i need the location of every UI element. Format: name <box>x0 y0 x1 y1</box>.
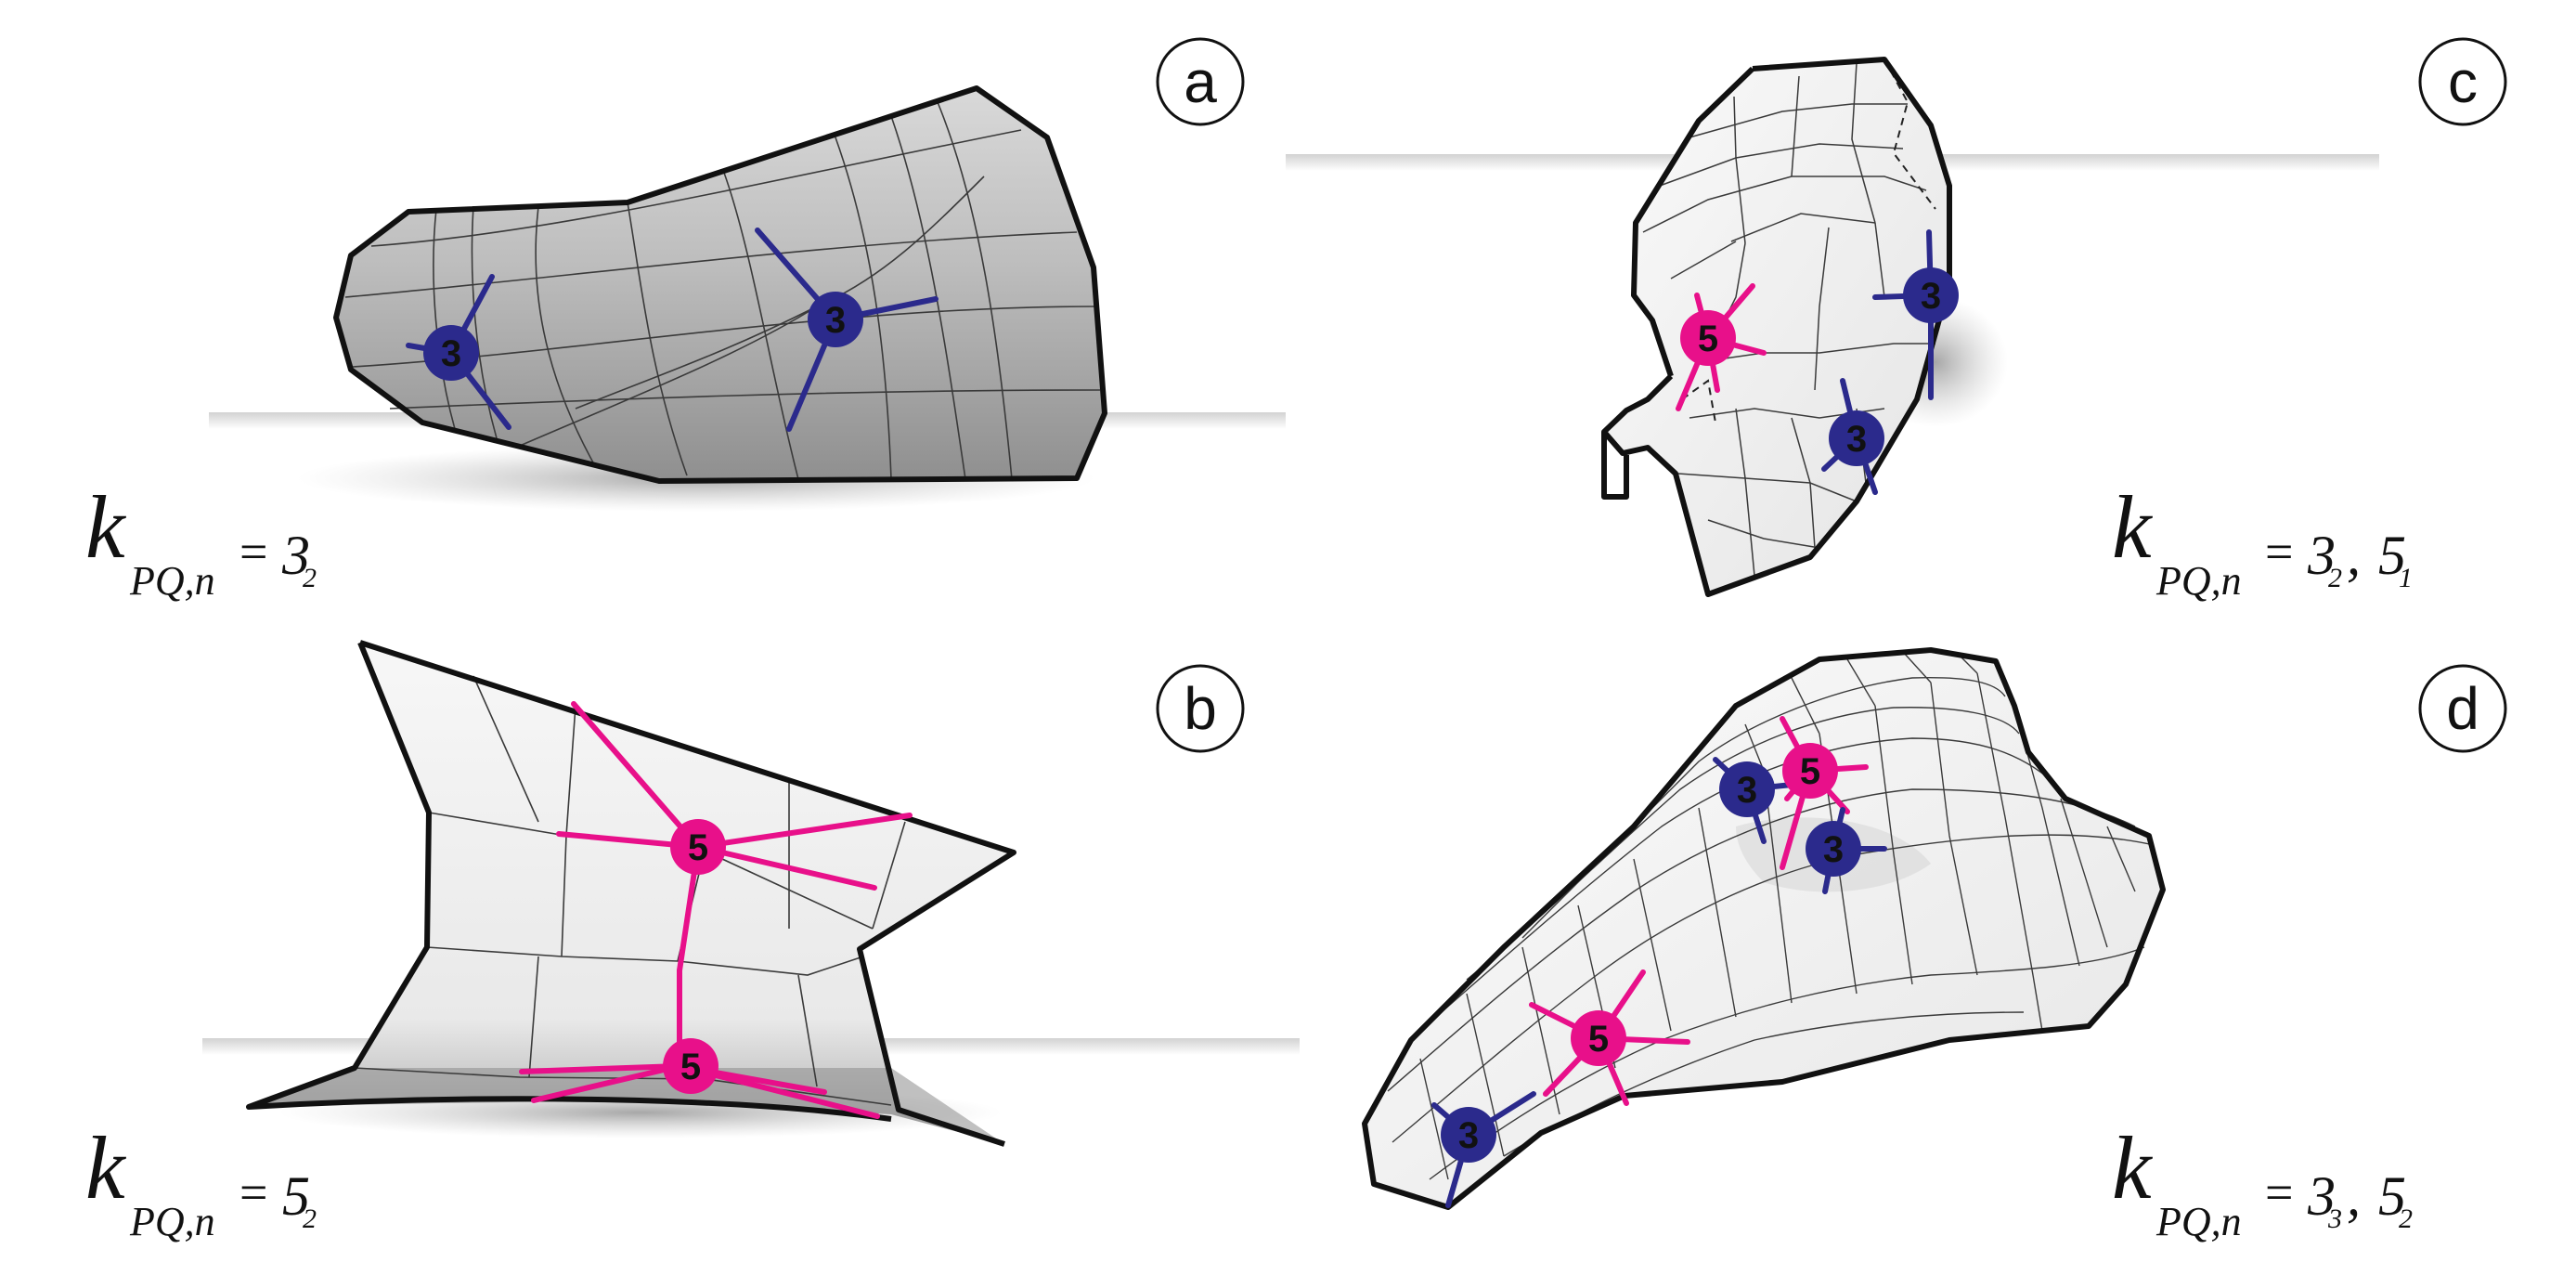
panel-letter-c: c <box>2418 37 2507 126</box>
svg-text:3: 3 <box>2327 1203 2342 1234</box>
svg-text:,: , <box>2347 525 2361 586</box>
svg-text:a: a <box>1184 48 1217 115</box>
svg-text:b: b <box>1184 675 1217 742</box>
mesh-outline <box>333 85 1107 484</box>
node-label: 5 <box>1698 319 1718 359</box>
svg-text:PQ,n: PQ,n <box>129 1199 215 1244</box>
svg-text:PQ,n: PQ,n <box>2155 558 2242 604</box>
node-label: 3 <box>1921 276 1941 317</box>
svg-text:k: k <box>2112 1118 2154 1217</box>
svg-text:k: k <box>85 1118 127 1217</box>
svg-text:2: 2 <box>303 1203 317 1234</box>
valence-3-node: 3 <box>1806 807 1887 894</box>
valence-5-node: 5 <box>1676 283 1767 411</box>
mesh-outline <box>359 640 1016 1147</box>
svg-text:=: = <box>239 1164 267 1220</box>
valence-3-node: 3 <box>1821 378 1884 495</box>
svg-text:5: 5 <box>2378 525 2406 586</box>
valence-5-node: 5 <box>1529 969 1690 1106</box>
panel-d: 3 5 3 <box>1362 647 2507 1244</box>
svg-text:k: k <box>2112 477 2154 577</box>
node-label: 5 <box>680 1047 701 1087</box>
mesh-surface <box>1365 650 2163 1207</box>
svg-text:1: 1 <box>2399 563 2413 593</box>
svg-text:2: 2 <box>2399 1203 2413 1234</box>
svg-text:=: = <box>2265 524 2293 579</box>
node-label: 3 <box>825 300 846 341</box>
panel-b: 5 5 b k PQ,n = 5 2 <box>85 640 1300 1244</box>
valence-3-node: 3 <box>755 228 938 432</box>
formula-d: k PQ,n = 3 3 , 5 2 <box>2112 1118 2413 1244</box>
node-label: 5 <box>1588 1019 1609 1060</box>
svg-text:PQ,n: PQ,n <box>129 558 215 604</box>
svg-text:k: k <box>85 477 127 577</box>
node-label: 5 <box>688 827 708 868</box>
node-label: 3 <box>441 333 461 374</box>
svg-text:=: = <box>239 524 267 579</box>
node-label: 3 <box>1823 829 1844 870</box>
mesh-bottom-shade <box>249 1068 1004 1144</box>
svg-text:2: 2 <box>303 563 317 593</box>
svg-text:3: 3 <box>2307 1165 2336 1227</box>
node-label: 3 <box>1458 1115 1479 1156</box>
hidden-edge <box>1681 59 1936 423</box>
svg-text:=: = <box>2265 1164 2293 1220</box>
mesh-outline <box>1362 647 2166 1210</box>
svg-text:d: d <box>2446 675 2479 742</box>
valence-5-node: 5 <box>1780 716 1869 870</box>
mesh-outline <box>1601 57 1952 597</box>
svg-text:,: , <box>2347 1165 2361 1227</box>
valence-5-node: 5 <box>556 701 913 973</box>
valence-5-node: 5 <box>519 968 880 1119</box>
panel-c: 5 3 3 c k PQ,n = <box>1286 37 2507 604</box>
formula-a: k PQ,n = 3 2 <box>85 477 317 604</box>
mesh-outline <box>1601 432 1629 500</box>
svg-text:c: c <box>2448 48 2478 115</box>
node-label: 5 <box>1800 751 1820 792</box>
valence-3-node: 3 <box>406 274 511 430</box>
formula-c: k PQ,n = 3 2 , 5 1 <box>2112 477 2413 604</box>
panel-a: 3 3 a k PQ,n = 3 2 <box>85 37 1286 604</box>
svg-text:2: 2 <box>2328 563 2342 593</box>
valence-3-node: 3 <box>1431 1091 1536 1208</box>
svg-text:3: 3 <box>281 525 310 586</box>
mesh-surface <box>336 88 1105 481</box>
panel-letter-b: b <box>1156 664 1245 753</box>
valence-3-node: 3 <box>1872 229 1959 400</box>
svg-text:PQ,n: PQ,n <box>2155 1199 2242 1244</box>
mesh-surface <box>249 643 1014 1144</box>
svg-text:3: 3 <box>2307 525 2336 586</box>
svg-text:5: 5 <box>282 1165 310 1227</box>
node-label: 3 <box>1846 419 1867 460</box>
svg-text:5: 5 <box>2378 1165 2406 1227</box>
mesh-outline <box>1631 66 1755 377</box>
node-label: 3 <box>1737 770 1757 811</box>
panel-letter-d: d <box>2418 664 2507 753</box>
panel-letter-a: a <box>1156 37 1245 126</box>
formula-b: k PQ,n = 5 2 <box>85 1118 317 1244</box>
valence-3-node: 3 <box>1713 757 1804 844</box>
